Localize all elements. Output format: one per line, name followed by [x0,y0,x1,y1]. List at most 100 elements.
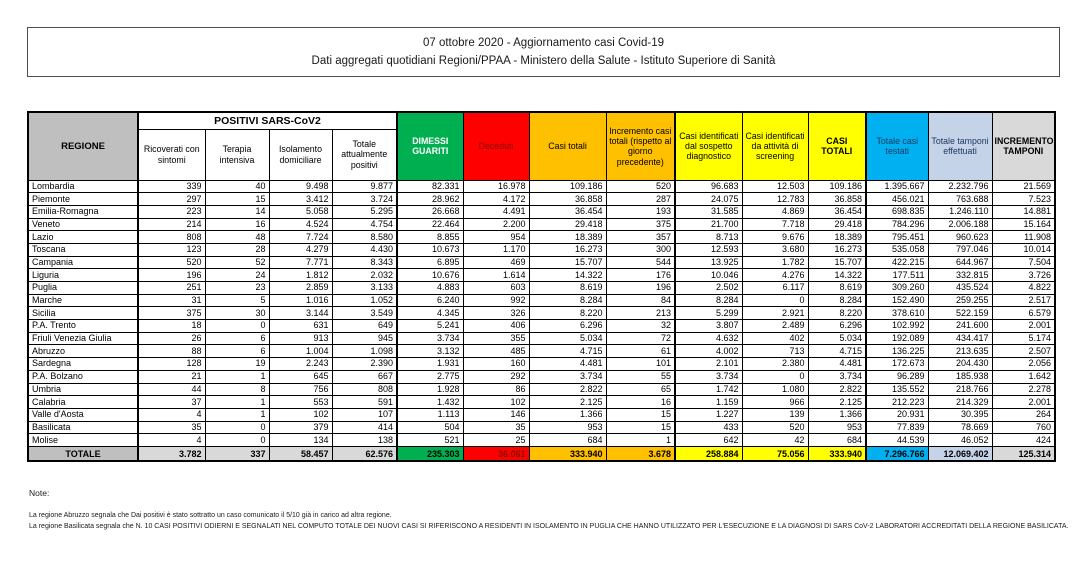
value-cell: 10.046 [674,268,743,282]
value-cell: 1 [204,369,270,384]
value-cell: 357 [605,230,677,244]
note-basilicata: La regione Basilicata segnala che N. 10 … [29,522,1069,530]
col-header-sospetto-diagnostico: Casi identificati dal sospetto diagnosti… [674,111,743,181]
col-header-ricoverati: Ricoverati con sintomi [137,128,206,181]
value-cell: 424 [991,433,1056,447]
value-cell: 185.938 [927,369,993,384]
value-cell: 760 [991,420,1056,435]
value-cell: 355 [462,331,530,346]
value-cell: 21 [137,369,206,384]
value-cell: 1.052 [331,293,399,308]
value-cell: 134 [268,433,333,447]
table-row: Calabria 37 1 553 591 1.432 102 2.125 16… [27,395,1056,409]
value-cell: 953 [807,420,868,435]
value-cell: 102.992 [865,319,929,333]
value-cell: 2.001 [991,395,1056,409]
value-cell: 8.343 [331,255,399,270]
total-value-cell: 12.069.402 [927,445,993,462]
value-cell: 29.418 [807,217,868,232]
total-value-cell: 125.314 [991,445,1056,462]
value-cell: 300 [605,242,677,257]
value-cell: 35 [137,420,206,435]
value-cell: 37 [137,395,206,409]
value-cell: 14 [204,204,270,219]
title-box: 07 ottobre 2020 - Aggiornamento casi Cov… [27,27,1060,77]
value-cell: 4.172 [462,192,530,206]
covid-data-table: REGIONE POSITIVI SARS-CoV2 DIMESSI GUARI… [27,111,1057,463]
value-cell: 18 [137,319,206,333]
value-cell: 96.683 [674,179,743,194]
value-cell: 8.619 [807,281,868,295]
value-cell: 960.623 [927,230,993,244]
value-cell: 48 [204,230,270,244]
value-cell: 5.241 [396,319,464,333]
total-value-cell: 62.576 [331,445,399,462]
value-cell: 1.395.667 [865,179,929,194]
value-cell: 756 [268,382,333,397]
col-header-totale-positivi: Totale attualmente positivi [331,128,399,181]
value-cell: 15 [605,420,677,435]
value-cell: 433 [674,420,743,435]
value-cell: 1.928 [396,382,464,397]
table-row: Toscana 123 28 4.279 4.430 10.673 1.170 … [27,242,1056,257]
table-row: Umbria 44 8 756 808 1.928 86 2.822 65 1.… [27,382,1056,397]
value-cell: 966 [741,395,809,409]
table-row: Valle d'Aosta 4 1 102 107 1.113 146 1.36… [27,407,1056,422]
table-header: REGIONE POSITIVI SARS-CoV2 DIMESSI GUARI… [27,111,1056,181]
value-cell: 20.931 [865,407,929,422]
value-cell: 30.395 [927,407,993,422]
region-cell: Liguria [27,268,139,282]
value-cell: 2.822 [528,382,607,397]
value-cell: 212.223 [865,395,929,409]
value-cell: 40 [204,179,270,194]
value-cell: 196 [137,268,206,282]
value-cell: 10.673 [396,242,464,257]
value-cell: 4.715 [807,344,868,359]
value-cell: 15.707 [807,255,868,270]
value-cell: 214 [137,217,206,232]
value-cell: 1 [605,433,677,447]
value-cell: 7.771 [268,255,333,270]
value-cell: 23 [204,281,270,295]
col-header-casi-testati: Totale casi testati [865,111,929,181]
value-cell: 553 [268,395,333,409]
value-cell: 414 [331,420,399,435]
value-cell: 8.220 [807,306,868,321]
value-cell: 8.284 [528,293,607,308]
value-cell: 6.895 [396,255,464,270]
value-cell: 12.503 [741,179,809,194]
value-cell: 3.807 [674,319,743,333]
table-row: Basilicata 35 0 379 414 504 35 953 15 43… [27,420,1056,435]
col-group-positivi: POSITIVI SARS-CoV2 [137,111,399,130]
value-cell: 192.089 [865,331,929,346]
value-cell: 2.101 [674,357,743,371]
value-cell: 2.200 [462,217,530,232]
value-cell: 4 [137,407,206,422]
value-cell: 28.962 [396,192,464,206]
value-cell: 107 [331,407,399,422]
value-cell: 96.289 [865,369,929,384]
value-cell: 15.164 [991,217,1056,232]
value-cell: 0 [741,369,809,384]
value-cell: 795.451 [865,230,929,244]
value-cell: 218.766 [927,382,993,397]
value-cell: 1 [204,407,270,422]
value-cell: 259.255 [927,293,993,308]
value-cell: 3.549 [331,306,399,321]
table-row: Liguria 196 24 1.812 2.032 10.676 1.614 … [27,268,1056,282]
value-cell: 3.734 [396,331,464,346]
region-cell: Valle d'Aosta [27,407,139,422]
value-cell: 2.489 [741,319,809,333]
value-cell: 4.481 [807,357,868,371]
total-value-cell: 3.678 [605,445,677,462]
value-cell: 6.296 [528,319,607,333]
value-cell: 2.859 [268,281,333,295]
value-cell: 8.220 [528,306,607,321]
value-cell: 1.642 [991,369,1056,384]
value-cell: 8.713 [674,230,743,244]
total-value-cell: 333.940 [807,445,868,462]
table-row: Lombardia 339 40 9.498 9.877 82.331 16.9… [27,179,1056,194]
value-cell: 3.412 [268,192,333,206]
value-cell: 36.858 [807,192,868,206]
table-row: P.A. Trento 18 0 631 649 5.241 406 6.296… [27,319,1056,333]
